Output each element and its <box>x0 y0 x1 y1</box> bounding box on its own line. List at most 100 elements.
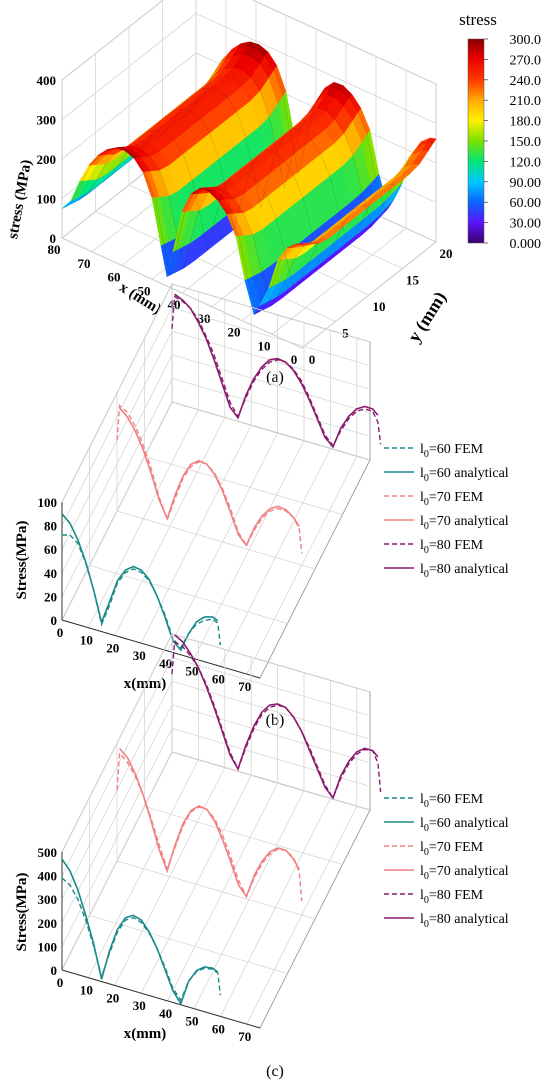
surface-patch <box>426 137 437 144</box>
legend-label-l: l <box>420 442 424 457</box>
panel-gridline <box>171 657 371 716</box>
z-tick-label: 400 <box>38 869 58 884</box>
legend-label-l: l <box>420 466 424 481</box>
legend-label-l: l <box>420 840 424 855</box>
x-tick-label: 60 <box>212 671 225 686</box>
legend-label: l0=60 FEM <box>420 792 484 810</box>
panel-a-x-tick: 50 <box>138 283 151 298</box>
panel-gridline <box>116 510 316 570</box>
surface-mesh-line <box>78 146 319 307</box>
panel-a-z-tick: 400 <box>37 73 57 88</box>
series-line-l0-70-analytical <box>118 747 300 899</box>
panel-a-y-tick: 5 <box>342 326 349 341</box>
panel-a-z-tick: 300 <box>37 113 57 128</box>
legend-label-l: l <box>420 538 424 553</box>
panel-gridline <box>144 806 343 865</box>
panel-gridline <box>171 378 371 437</box>
colorbar-tick-label: 180.0 <box>510 115 542 130</box>
legend-label-rest: =60 analytical <box>429 466 509 481</box>
panel-gridline <box>171 307 371 366</box>
legend-label-l: l <box>420 562 424 577</box>
surface-mesh-line <box>179 66 420 228</box>
legend-label-rest: =80 analytical <box>429 912 509 927</box>
z-tick-label: 20 <box>44 589 57 604</box>
legend-label-l: l <box>420 816 424 831</box>
panel-b-xlabel: x(mm) <box>124 676 166 692</box>
panel-gridline <box>171 728 371 787</box>
x-tick-label: 10 <box>80 983 93 998</box>
panel-gridline <box>144 456 343 515</box>
z-tick-label: 0 <box>51 963 58 978</box>
panel-a-x-tick: 60 <box>108 270 121 285</box>
x-tick-label: 10 <box>80 633 93 648</box>
panel-b-zlabel: Stress(MPa) <box>14 521 30 600</box>
series-line-l0-60-fem <box>62 534 222 649</box>
series-line-l0-60-analytical <box>61 858 219 1006</box>
colorbar-tick-label: 270.0 <box>510 53 542 68</box>
panel-gridline <box>171 704 371 764</box>
x-tick-label: 70 <box>238 679 251 694</box>
z-tick-label: 200 <box>38 916 58 931</box>
panel-a-ylabel: y (mm) <box>404 288 451 346</box>
legend-label-sub: 0 <box>424 823 429 834</box>
series-line-l0-60-analytical <box>61 513 219 652</box>
z-tick-label: 100 <box>38 939 58 954</box>
z-tick-label: 60 <box>44 542 57 557</box>
colorbar-tick-label: 210.0 <box>510 94 542 109</box>
panel-a-zlabel: stress (MPa) <box>5 158 35 240</box>
legend-label: l0=60 analytical <box>420 466 509 484</box>
panel-a-y-tick: 20 <box>440 246 453 261</box>
panel-a-x-tick: 30 <box>198 311 211 326</box>
x-tick-label: 0 <box>57 975 64 990</box>
legend-label: l0=80 FEM <box>420 888 484 906</box>
legend-label-sub: 0 <box>424 545 429 556</box>
panel-a-y-tick: 10 <box>373 299 386 314</box>
legend-label-l: l <box>420 864 424 879</box>
legend-label-l: l <box>420 514 424 529</box>
legend-label-l: l <box>420 912 424 927</box>
panel-x-axis <box>61 619 261 679</box>
panel-c-caption: (c) <box>266 1063 284 1080</box>
legend-label-rest: =70 analytical <box>429 864 509 879</box>
legend-label: l0=80 analytical <box>420 562 509 580</box>
colorbar-tick-label: 0.000 <box>510 237 542 252</box>
legend-label-sub: 0 <box>424 871 429 882</box>
x-tick-label: 70 <box>238 1029 251 1044</box>
panel-x-axis <box>61 969 261 1029</box>
z-tick-label: 300 <box>38 892 58 907</box>
panel-a-z-tick: 100 <box>37 192 57 207</box>
series-line-l0-60-fem <box>61 877 222 1002</box>
legend-label-sub: 0 <box>424 895 429 906</box>
series-line-l0-70-analytical <box>118 407 300 547</box>
legend-label-rest: =70 FEM <box>429 490 484 505</box>
panel-a-y-tick: 15 <box>406 273 420 288</box>
panel-a-x-tick: 0 <box>291 352 298 367</box>
panel-gridline <box>171 680 371 740</box>
x-tick-label: 20 <box>106 990 119 1005</box>
panel-gridline <box>89 915 288 974</box>
panel-gridline <box>171 283 371 343</box>
legend-label-rest: =80 FEM <box>429 538 484 553</box>
series-line-l0-80-analytical <box>174 634 379 800</box>
legend-label-rest: =80 FEM <box>429 888 484 903</box>
legend-label: l0=80 analytical <box>420 912 509 930</box>
panel-b-caption: (b) <box>266 712 285 729</box>
legend-label-l: l <box>420 792 424 807</box>
legend-label: l0=60 FEM <box>420 442 484 460</box>
panel-a-z-tick: 0 <box>50 231 57 246</box>
panel-a-gridline <box>251 0 437 85</box>
surface-mesh-line <box>102 129 343 290</box>
legend-label-sub: 0 <box>424 521 429 532</box>
panel-a-y-tick: 0 <box>309 352 316 367</box>
legend-label: l0=70 analytical <box>420 864 509 882</box>
panel-gridline <box>116 860 316 920</box>
legend-label: l0=70 FEM <box>420 840 484 858</box>
x-tick-label: 20 <box>106 640 119 655</box>
legend-label-sub: 0 <box>424 919 429 930</box>
legend-label: l0=60 analytical <box>420 816 509 834</box>
z-tick-label: 500 <box>38 845 58 860</box>
panel-a-gridline <box>195 13 437 124</box>
panel-a-x-tick: 70 <box>78 256 91 271</box>
